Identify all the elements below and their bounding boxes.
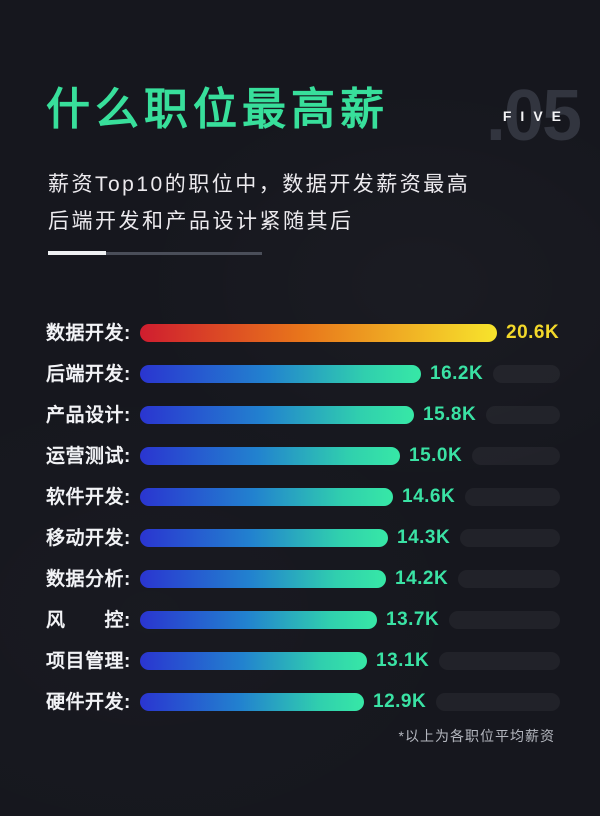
value-bar	[140, 529, 388, 547]
bar-area: 14.2K	[140, 568, 560, 589]
value-bar	[140, 611, 377, 629]
category-label: 风 控:	[46, 610, 131, 631]
bar-chart-row: 软件开发: 14.6K	[46, 486, 566, 508]
bar-value: 13.1K	[376, 650, 430, 671]
bar-chart: 数据开发: 20.6K 后端开发: 16.2K 产品设计: 15.8K 运营测试…	[46, 322, 566, 734]
value-bar	[140, 693, 364, 711]
bar-value: 14.2K	[395, 568, 449, 589]
category-label: 数据开发:	[46, 323, 131, 344]
bar-track	[449, 611, 560, 629]
bar-value: 13.7K	[386, 609, 440, 630]
value-bar	[140, 447, 400, 465]
bar-chart-row: 后端开发: 16.2K	[46, 363, 566, 385]
bar-value: 20.6K	[506, 322, 560, 343]
bar-area: 15.8K	[140, 404, 560, 425]
bar-area: 16.2K	[140, 363, 560, 384]
bar-chart-row: 移动开发: 14.3K	[46, 527, 566, 549]
bar-area: 13.1K	[140, 650, 560, 671]
bar-value: 15.0K	[409, 445, 463, 466]
divider-bright-segment	[48, 251, 106, 255]
category-label: 软件开发:	[46, 487, 131, 508]
bar-value: 14.3K	[397, 527, 451, 548]
bar-area: 14.3K	[140, 527, 560, 548]
category-label: 运营测试:	[46, 446, 131, 467]
category-label: 硬件开发:	[46, 692, 131, 713]
page-title: 什么职位最高薪	[46, 85, 389, 134]
divider-dim-segment	[106, 252, 262, 255]
bar-chart-row: 硬件开发: 12.9K	[46, 691, 566, 713]
bar-track	[436, 693, 560, 711]
bar-chart-row: 产品设计: 15.8K	[46, 404, 566, 426]
bar-chart-row: 运营测试: 15.0K	[46, 445, 566, 467]
bar-chart-row: 风 控: 13.7K	[46, 609, 566, 631]
bar-track	[493, 365, 560, 383]
category-label: 后端开发:	[46, 364, 131, 385]
bar-area: 13.7K	[140, 609, 560, 630]
bar-area: 12.9K	[140, 691, 560, 712]
bar-area: 14.6K	[140, 486, 560, 507]
bar-area: 20.6K	[140, 322, 560, 343]
value-bar	[140, 652, 367, 670]
bar-value: 16.2K	[430, 363, 484, 384]
bar-area: 15.0K	[140, 445, 560, 466]
bar-track	[458, 570, 560, 588]
bar-track	[465, 488, 560, 506]
section-number: .05	[485, 76, 582, 156]
bar-track	[472, 447, 560, 465]
value-bar	[140, 365, 421, 383]
subtitle: 薪资Top10的职位中，数据开发薪资最高 后端开发和产品设计紧随其后	[48, 166, 470, 240]
category-label: 产品设计:	[46, 405, 131, 426]
value-bar	[140, 488, 393, 506]
bar-track	[486, 406, 560, 424]
section-index-badge: .05 FIVE	[486, 78, 582, 154]
category-label: 数据分析:	[46, 569, 131, 590]
bar-value: 15.8K	[423, 404, 477, 425]
value-bar	[140, 324, 497, 342]
category-label: 项目管理:	[46, 651, 131, 672]
bar-value: 14.6K	[402, 486, 456, 507]
category-label: 移动开发:	[46, 528, 131, 549]
subtitle-line-1: 薪资Top10的职位中，数据开发薪资最高	[48, 173, 471, 196]
value-bar	[140, 406, 414, 424]
bar-chart-row: 数据开发: 20.6K	[46, 322, 566, 344]
bar-value: 12.9K	[373, 691, 427, 712]
bar-track	[439, 652, 560, 670]
value-bar	[140, 570, 386, 588]
section-number-word: FIVE	[502, 108, 570, 124]
subtitle-line-2: 后端开发和产品设计紧随其后	[48, 210, 354, 233]
bar-chart-row: 数据分析: 14.2K	[46, 568, 566, 590]
bar-track	[460, 529, 560, 547]
bar-chart-row: 项目管理: 13.1K	[46, 650, 566, 672]
divider-line	[48, 251, 262, 255]
footnote: *以上为各职位平均薪资	[398, 728, 555, 744]
